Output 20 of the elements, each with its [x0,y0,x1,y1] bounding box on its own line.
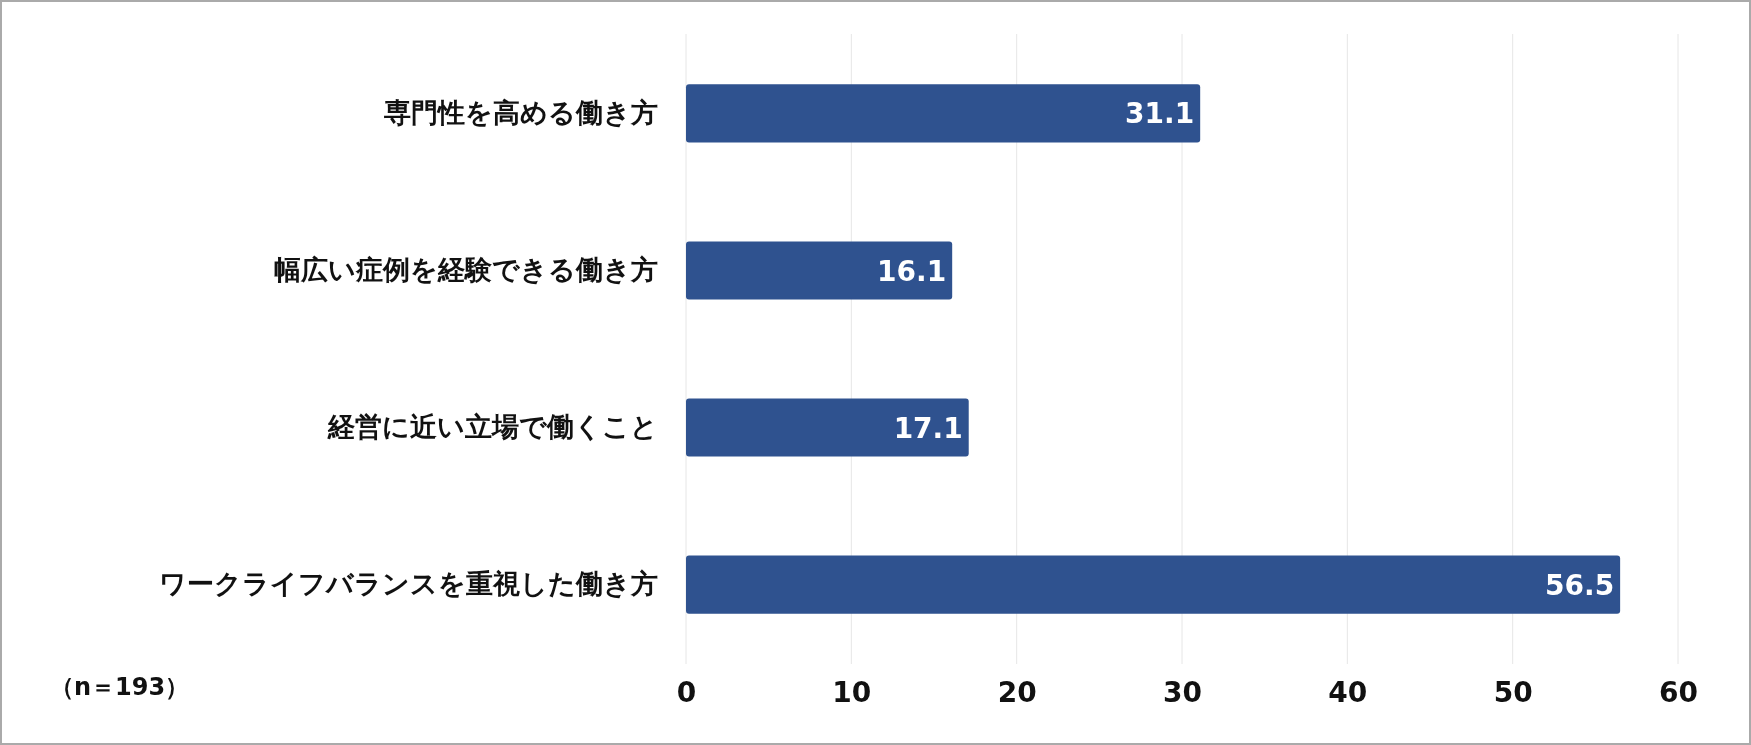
x-tick-label: 20 [997,675,1037,709]
text: （n＝193） [50,673,190,701]
data-label: 16.1 [877,254,947,288]
y-tick-label: 幅広い症例を経験できる働き方 [274,254,658,286]
y-tick-label: ワークライフバランスを重視した働き方 [159,568,658,600]
data-label: 17.1 [893,411,963,445]
data-label: 56.5 [1545,568,1615,602]
bar [686,241,953,300]
y-tick-label: 専門性を高める働き方 [383,96,658,128]
data-label: 31.1 [1125,97,1195,131]
x-tick-label: 50 [1493,675,1533,709]
x-tick-label: 30 [1163,675,1202,709]
x-tick-label: 10 [832,675,872,709]
x-tick-label: 0 [676,675,697,709]
bar [686,398,969,457]
x-tick-label: 60 [1659,675,1698,709]
bar [686,555,1621,614]
x-tick-label: 40 [1328,675,1368,709]
y-tick-label: 経営に近い立場で働くこと [327,411,658,443]
bar [686,84,1201,143]
